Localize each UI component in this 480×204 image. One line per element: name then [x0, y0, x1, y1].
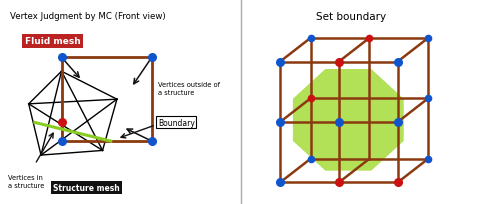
- Text: Vertex Judgment by MC (Front view): Vertex Judgment by MC (Front view): [10, 12, 166, 21]
- Text: Fluid mesh: Fluid mesh: [24, 37, 80, 46]
- Text: Vertices in
a structure: Vertices in a structure: [8, 174, 45, 188]
- Text: Vertices outside of
a structure: Vertices outside of a structure: [158, 81, 220, 95]
- Text: Boundary: Boundary: [158, 118, 195, 127]
- Polygon shape: [293, 70, 404, 171]
- Text: Set boundary: Set boundary: [315, 12, 386, 22]
- Text: Structure mesh: Structure mesh: [53, 183, 120, 192]
